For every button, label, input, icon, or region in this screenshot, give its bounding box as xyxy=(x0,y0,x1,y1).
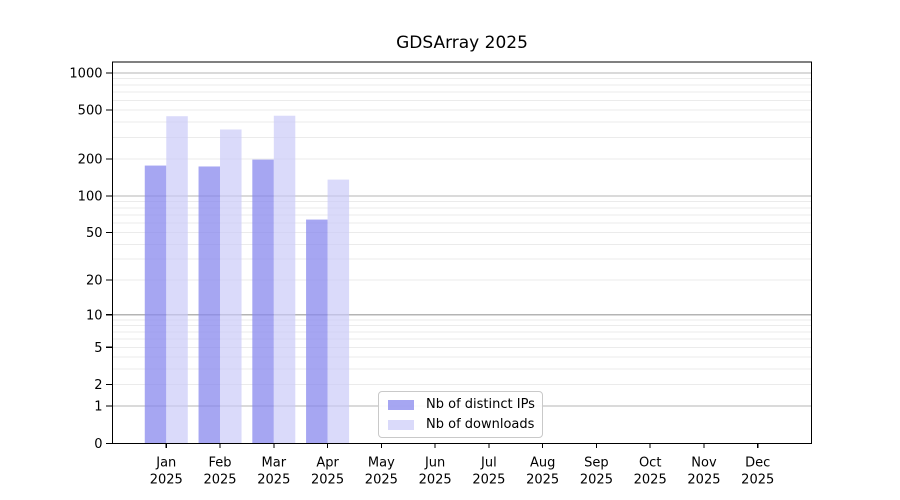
legend: Nb of distinct IPs Nb of downloads xyxy=(378,391,543,438)
plot-border xyxy=(112,61,812,444)
x-tick-label-month: Mar xyxy=(262,456,287,471)
x-tick-label-month: Apr xyxy=(316,456,339,471)
x-tick-label-year: 2025 xyxy=(580,473,613,488)
x-tick-label-month: Sep xyxy=(584,456,609,471)
x-tick-label-year: 2025 xyxy=(203,473,236,488)
x-tick-label-year: 2025 xyxy=(311,473,344,488)
x-tick-label-month: Nov xyxy=(691,456,717,471)
y-tick-label: 500 xyxy=(78,104,103,119)
y-tick-label: 2 xyxy=(94,378,102,393)
x-tick-label-year: 2025 xyxy=(419,473,452,488)
bar-downloads xyxy=(220,129,242,444)
x-tick-label-month: Oct xyxy=(639,456,661,471)
y-tick-label: 5 xyxy=(94,341,102,356)
legend-label-downloads: Nb of downloads xyxy=(426,417,535,432)
bar-distinct-ips xyxy=(306,219,328,444)
legend-swatch-downloads xyxy=(388,419,414,430)
bar-distinct-ips xyxy=(252,159,274,444)
x-tick-label-month: Aug xyxy=(530,456,555,471)
bar-distinct-ips xyxy=(144,165,167,444)
y-tick-label: 20 xyxy=(86,274,103,289)
x-tick-label-month: Feb xyxy=(209,456,232,471)
bar-downloads xyxy=(273,115,296,444)
x-tick-label-year: 2025 xyxy=(634,473,667,488)
legend-item-downloads: Nb of downloads xyxy=(388,417,535,432)
x-tick-label-year: 2025 xyxy=(472,473,505,488)
bar-downloads xyxy=(327,179,350,444)
x-tick-label-year: 2025 xyxy=(257,473,290,488)
bar-distinct-ips xyxy=(198,166,221,444)
y-tick-label: 0 xyxy=(94,437,102,452)
x-tick-label-month: May xyxy=(368,456,395,471)
y-tick-label: 1000 xyxy=(69,67,102,82)
x-tick-label-month: Jan xyxy=(155,456,176,471)
y-tick-label: 50 xyxy=(86,226,103,241)
legend-label-distinct-ips: Nb of distinct IPs xyxy=(426,397,535,412)
x-tick-label-year: 2025 xyxy=(741,473,774,488)
x-tick-label-year: 2025 xyxy=(365,473,398,488)
bar-downloads xyxy=(166,116,188,444)
x-tick-label-month: Jul xyxy=(480,456,497,471)
x-tick-label-month: Dec xyxy=(745,456,770,471)
x-tick-label-year: 2025 xyxy=(687,473,720,488)
y-tick-label: 1 xyxy=(94,400,102,415)
x-tick-label-year: 2025 xyxy=(526,473,559,488)
legend-swatch-distinct-ips xyxy=(388,399,414,410)
x-tick-label-month: Jun xyxy=(424,456,445,471)
x-tick-label-year: 2025 xyxy=(150,473,183,488)
y-tick-label: 200 xyxy=(78,153,103,168)
chart-title: GDSArray 2025 xyxy=(396,33,528,53)
y-tick-label: 10 xyxy=(86,308,103,323)
y-tick-label: 100 xyxy=(78,189,103,204)
legend-item-distinct-ips: Nb of distinct IPs xyxy=(388,397,535,412)
